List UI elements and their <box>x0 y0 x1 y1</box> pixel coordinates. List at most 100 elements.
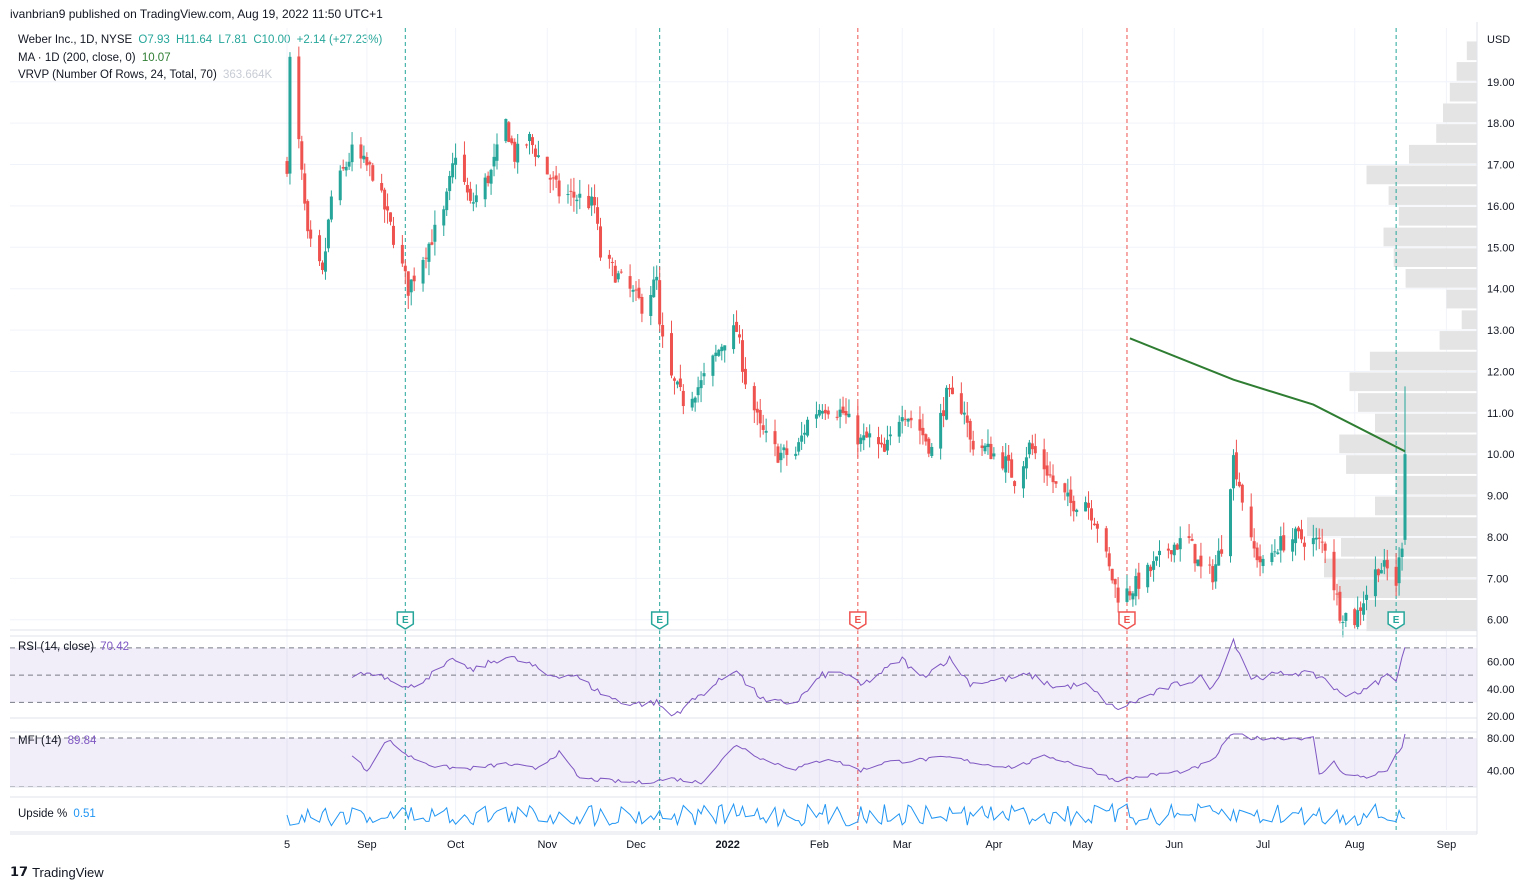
candle-body <box>1217 550 1221 566</box>
footer-brand-text: TradingView <box>32 864 104 880</box>
candle-body <box>900 417 904 422</box>
candle-body <box>513 141 517 162</box>
candle-body <box>1051 475 1055 483</box>
candle-body <box>1249 506 1253 538</box>
candle-body <box>1004 456 1008 473</box>
indicator-panes <box>10 637 1477 828</box>
candle-body <box>823 409 827 414</box>
candle-body <box>350 144 354 163</box>
candle-body <box>803 432 807 435</box>
earnings-badge[interactable]: E <box>849 611 867 630</box>
earnings-badge[interactable]: E <box>1118 611 1136 630</box>
earnings-badge-label: E <box>1393 615 1400 626</box>
candle-body <box>412 275 416 282</box>
earnings-badge-shape <box>849 611 867 630</box>
candle-body <box>927 438 931 454</box>
vrvp-value: 363.664K <box>222 69 273 81</box>
candle-body <box>424 257 428 259</box>
candle-body <box>593 197 597 206</box>
candle-body <box>696 387 700 396</box>
mfi-legend[interactable]: MFI (14) 89.84 <box>18 735 99 747</box>
candle-body <box>968 420 972 440</box>
rsi-axis-label: 40.00 <box>1487 684 1515 696</box>
candle-body <box>1155 556 1159 561</box>
candle-body <box>507 122 511 143</box>
upside-label: Upside % <box>18 808 68 820</box>
candle-body <box>525 144 529 146</box>
candle-body <box>989 443 993 460</box>
candle-body <box>717 349 721 356</box>
candle-body <box>1362 603 1366 615</box>
footer-brand[interactable]: 𝟭𝟳 TradingView <box>10 864 104 880</box>
upside-value: 0.51 <box>73 808 96 820</box>
candle-body <box>669 333 673 376</box>
candle-body <box>1110 568 1114 581</box>
candle-body <box>631 289 635 292</box>
candle-body <box>711 355 715 376</box>
candle-body <box>1270 552 1274 563</box>
candle-body <box>1400 548 1404 558</box>
candle-body <box>1341 622 1345 624</box>
candle-body <box>465 184 469 193</box>
candle-body <box>885 439 889 451</box>
candle-body <box>326 219 330 249</box>
candle-body <box>1149 566 1153 572</box>
x-tick-label: Mar <box>893 839 912 851</box>
candle-body <box>743 368 747 385</box>
candle-body <box>427 243 431 262</box>
symbol-name[interactable]: Weber Inc., 1D, NYSE <box>18 34 133 46</box>
candle-body <box>764 430 768 433</box>
earnings-badge[interactable]: E <box>650 611 669 630</box>
candle-body <box>690 398 694 408</box>
candle-body <box>1146 564 1150 588</box>
candle-body <box>658 280 662 325</box>
candle-body <box>714 352 718 357</box>
vrvp-bar <box>1405 269 1477 288</box>
candle-body <box>634 289 638 291</box>
candle-body <box>474 195 478 203</box>
candle-body <box>1196 559 1200 566</box>
candle-body <box>681 390 685 407</box>
candle-body <box>1042 449 1046 470</box>
candle-body <box>386 206 390 211</box>
chart-canvas[interactable]: E E E E E 19.00 18.00 17.00 16.00 15.00 14.00 13.0… <box>0 0 1536 860</box>
candle-body <box>1273 551 1277 553</box>
candle-body <box>1376 569 1380 576</box>
currency-label[interactable]: USD <box>1487 34 1511 46</box>
y-tick-label: 7.00 <box>1487 573 1508 585</box>
ma-legend[interactable]: MA · 1D (200, close, 0) 10.07 <box>18 52 174 64</box>
candle-body <box>548 177 552 180</box>
candle-body <box>906 418 910 422</box>
candle-body <box>1279 536 1283 551</box>
vrvp-bar <box>1446 289 1477 309</box>
axes: 19.00 18.00 17.00 16.00 15.00 14.00 13.00 12.00… <box>10 22 1515 851</box>
vrvp-bar <box>1449 82 1477 102</box>
upside-line <box>286 802 1406 828</box>
candle-body <box>1297 527 1301 532</box>
earnings-badge[interactable]: E <box>1387 611 1405 630</box>
x-tick-label: Oct <box>447 839 464 851</box>
candle-body <box>1007 454 1011 461</box>
candle-body <box>1095 523 1099 529</box>
candle-body <box>1072 500 1076 512</box>
candle-body <box>1178 538 1182 550</box>
x-tick-label: Jul <box>1256 839 1270 851</box>
upside-legend[interactable]: Upside % 0.51 <box>18 808 99 820</box>
mfi-axis-label: 40.00 <box>1487 765 1515 777</box>
candle-body <box>959 393 963 414</box>
rsi-legend[interactable]: RSI (14, close) 70.42 <box>18 641 132 653</box>
earnings-badge-shape <box>650 611 669 630</box>
candle-body <box>1128 591 1132 596</box>
candle-body <box>1131 593 1135 600</box>
rsi-axis-label: 60.00 <box>1487 657 1515 669</box>
vrvp-legend[interactable]: VRVP (Number Of Rows, 24, Total, 70) 363… <box>18 69 275 81</box>
candle-body <box>752 386 756 411</box>
candle-body <box>761 425 765 430</box>
rsi-axis-label: 20.00 <box>1487 711 1515 723</box>
candle-body <box>300 141 304 170</box>
candle-body <box>371 165 375 181</box>
earnings-badge[interactable]: E <box>396 611 415 630</box>
candle-body <box>797 442 801 452</box>
candle-body <box>451 163 455 178</box>
